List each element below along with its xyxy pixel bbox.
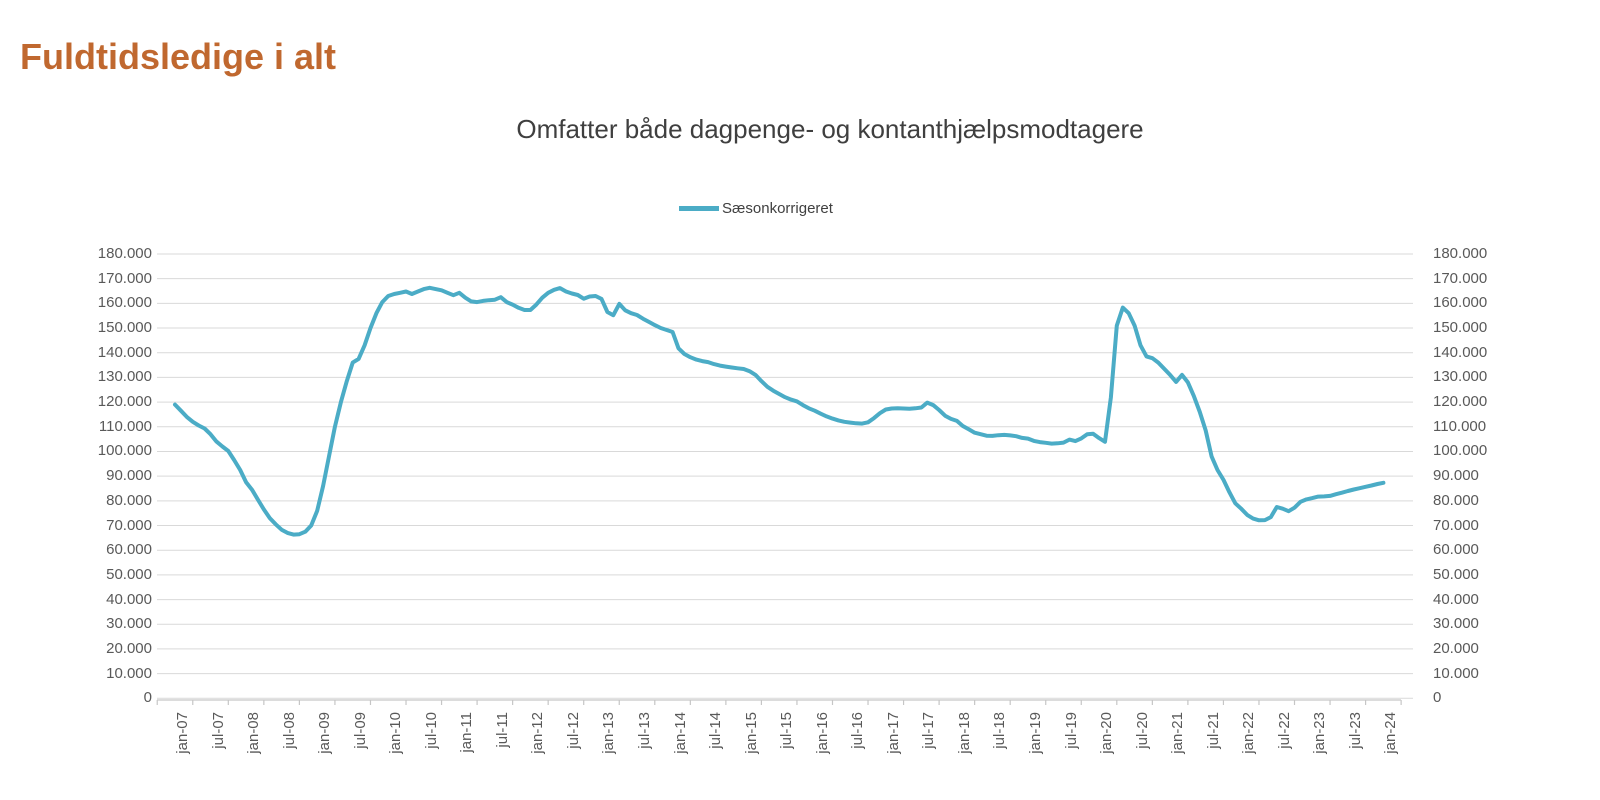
y-tick-label-right: 40.000 — [1433, 590, 1479, 608]
y-tick-label-left: 10.000 — [106, 664, 152, 682]
y-tick-label-right: 10.000 — [1433, 664, 1479, 682]
y-tick-label-left: 30.000 — [106, 615, 152, 633]
x-tick-label: jul-18 — [991, 712, 1009, 749]
x-tick-label: jan-22 — [1240, 712, 1258, 754]
y-tick-label-left: 0 — [143, 689, 152, 707]
y-tick-label-right: 60.000 — [1433, 541, 1479, 559]
legend-line-marker — [679, 205, 720, 211]
x-tick-label: jan-14 — [671, 712, 689, 754]
x-tick-label: jul-23 — [1346, 712, 1364, 749]
page-title: Fuldtidsledige i alt — [20, 36, 337, 77]
y-tick-label-left: 40.000 — [106, 590, 152, 608]
x-tick-label: jul-15 — [778, 712, 796, 749]
chart-subtitle: Omfatter både dagpenge- og kontanthjælps… — [516, 114, 1144, 144]
x-tick-label: jul-09 — [351, 712, 369, 749]
y-tick-label-right: 100.000 — [1433, 442, 1488, 460]
x-tick-label: jan-15 — [742, 712, 760, 754]
y-tick-label-right: 180.000 — [1433, 245, 1488, 262]
y-tick-label-left: 90.000 — [106, 467, 152, 485]
x-tick-label: jul-10 — [422, 712, 440, 749]
x-tick-label: jan-13 — [600, 712, 618, 754]
y-tick-label-left: 110.000 — [98, 417, 152, 435]
y-tick-label-left: 50.000 — [106, 565, 152, 583]
x-tick-label: jan-12 — [529, 712, 547, 754]
x-tick-label: jan-18 — [955, 712, 973, 754]
x-tick-label: jan-20 — [1098, 712, 1116, 754]
y-tick-label-left: 130.000 — [97, 368, 152, 386]
y-tick-label-right: 120.000 — [1433, 393, 1488, 411]
x-tick-label: jul-07 — [209, 712, 227, 749]
y-tick-label-left: 120.000 — [97, 393, 152, 411]
x-tick-label: jan-19 — [1026, 712, 1044, 754]
x-tick-label: jan-24 — [1382, 712, 1400, 754]
x-tick-label: jul-22 — [1275, 712, 1293, 749]
x-tick-label: jan-09 — [316, 712, 334, 754]
y-tick-label-right: 50.000 — [1433, 565, 1479, 583]
y-tick-label-right: 20.000 — [1433, 639, 1479, 657]
y-tick-label-left: 60.000 — [106, 541, 152, 559]
y-tick-label-left: 170.000 — [97, 269, 152, 287]
x-tick-label: jul-20 — [1133, 712, 1151, 749]
y-tick-label-right: 70.000 — [1433, 516, 1479, 534]
x-tick-label: jul-11 — [493, 712, 511, 748]
y-tick-label-left: 150.000 — [97, 319, 152, 337]
x-tick-label: jan-08 — [245, 712, 263, 754]
y-tick-label-left: 160.000 — [97, 294, 152, 312]
y-tick-label-left: 80.000 — [106, 491, 152, 509]
y-tick-label-left: 100.000 — [97, 442, 152, 460]
x-tick-label: jul-16 — [849, 712, 867, 749]
x-tick-label: jul-19 — [1062, 712, 1080, 749]
y-tick-label-right: 140.000 — [1433, 343, 1488, 361]
x-tick-label: jul-14 — [707, 712, 725, 749]
y-tick-label-left: 20.000 — [106, 639, 152, 657]
legend-label: Sæsonkorrigeret — [722, 199, 833, 217]
x-tick-label: jan-23 — [1311, 712, 1329, 754]
x-tick-label: jan-10 — [387, 712, 405, 754]
y-tick-label-left: 70.000 — [106, 516, 152, 534]
y-tick-label-right: 80.000 — [1433, 491, 1479, 509]
y-tick-label-right: 110.000 — [1433, 417, 1487, 435]
x-tick-label: jul-08 — [280, 712, 298, 749]
series-line-saesonkorrigeret — [173, 285, 1386, 537]
x-tick-label: jul-12 — [564, 712, 582, 749]
y-tick-label-right: 150.000 — [1433, 319, 1488, 337]
y-tick-label-right: 0 — [1433, 689, 1442, 707]
y-tick-label-left: 180.000 — [97, 245, 152, 262]
x-tick-label: jul-21 — [1204, 712, 1222, 749]
x-tick-label: jan-17 — [884, 712, 902, 754]
y-tick-label-right: 170.000 — [1433, 269, 1488, 287]
x-tick-label: jan-21 — [1169, 712, 1187, 754]
x-tick-label: jan-11 — [458, 712, 476, 753]
x-tick-label: jan-16 — [813, 712, 831, 754]
x-tick-label: jul-13 — [636, 712, 654, 749]
x-tick-label: jan-07 — [174, 712, 191, 754]
y-tick-label-right: 30.000 — [1433, 615, 1479, 633]
y-tick-label-right: 160.000 — [1433, 294, 1488, 312]
chart-legend: Sæsonkorrigeret — [0, 199, 1512, 217]
y-tick-label-right: 130.000 — [1433, 368, 1488, 386]
x-tick-label: jul-17 — [920, 712, 938, 749]
y-tick-label-left: 140.000 — [97, 343, 152, 361]
y-tick-label-right: 90.000 — [1433, 467, 1479, 485]
